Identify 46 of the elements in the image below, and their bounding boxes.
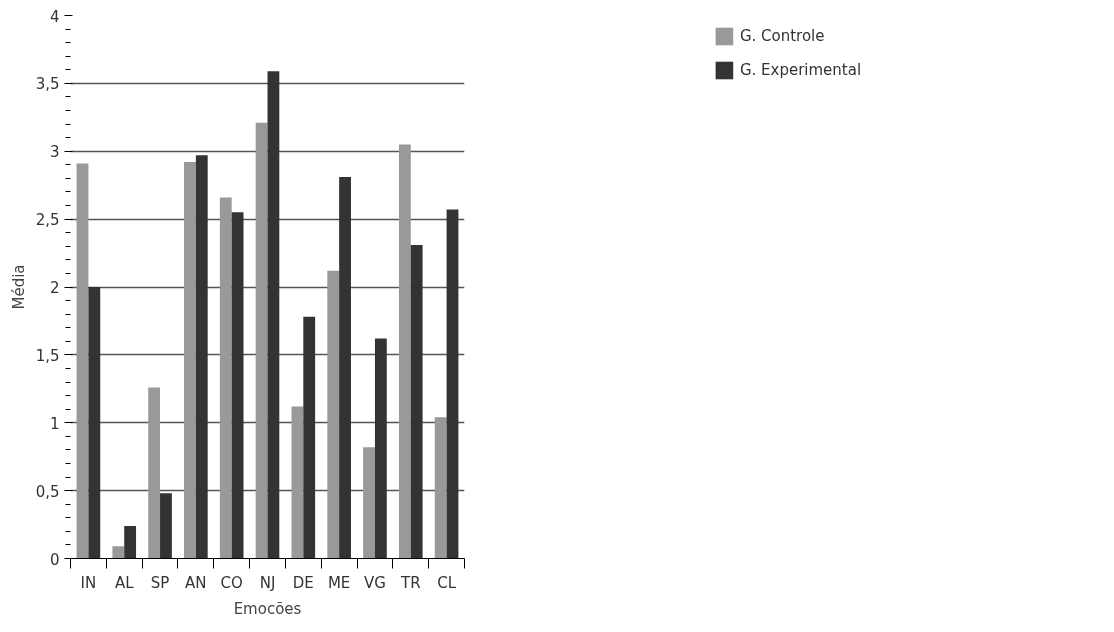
bar <box>231 212 244 559</box>
bar <box>148 387 161 559</box>
bar <box>398 144 411 559</box>
bar <box>195 155 208 559</box>
bar <box>267 71 280 559</box>
bar <box>339 177 351 559</box>
y-tick-label: 3,5 <box>35 75 60 94</box>
y-tick-label: 1,5 <box>35 346 60 365</box>
bar <box>76 163 89 559</box>
x-axis-title: Emocões <box>233 599 302 618</box>
bar <box>446 209 459 559</box>
x-tick-label: IN <box>80 573 97 592</box>
bar <box>327 270 340 559</box>
y-tick-label: 2,5 <box>35 211 60 230</box>
y-tick-label: 4 <box>49 7 60 26</box>
y-axis-title: Média <box>9 264 28 310</box>
y-tick-label: 3 <box>49 143 60 162</box>
bar <box>291 406 304 559</box>
y-tick-label: 2 <box>49 279 60 297</box>
bar <box>374 338 387 559</box>
y-tick-label: 1 <box>49 414 60 433</box>
legend-label: G. Experimental <box>739 61 862 79</box>
bar <box>88 287 101 559</box>
bar <box>124 525 137 559</box>
x-tick-label: ME <box>327 573 351 592</box>
y-tick-label: 0 <box>49 550 60 569</box>
y-tick-label: 0,5 <box>35 482 60 501</box>
x-tick-label: CL <box>437 573 457 592</box>
bar <box>160 493 172 559</box>
bar <box>184 162 196 559</box>
x-tick-label: AL <box>114 573 135 592</box>
x-tick-label: SP <box>150 573 170 592</box>
x-tick-label: TR <box>399 573 421 592</box>
x-tick-label: CO <box>220 573 243 592</box>
bar <box>434 417 447 559</box>
x-tick-label: DE <box>292 573 314 592</box>
x-tick-label: NJ <box>259 573 276 592</box>
bar <box>363 447 375 559</box>
bar <box>112 546 125 559</box>
x-tick-label: AN <box>185 573 207 592</box>
legend-label: G. Controle <box>739 27 825 45</box>
bar <box>410 244 423 559</box>
bar <box>303 316 316 559</box>
bar <box>219 197 232 559</box>
bar <box>255 122 268 559</box>
x-tick-label: VG <box>364 573 386 592</box>
